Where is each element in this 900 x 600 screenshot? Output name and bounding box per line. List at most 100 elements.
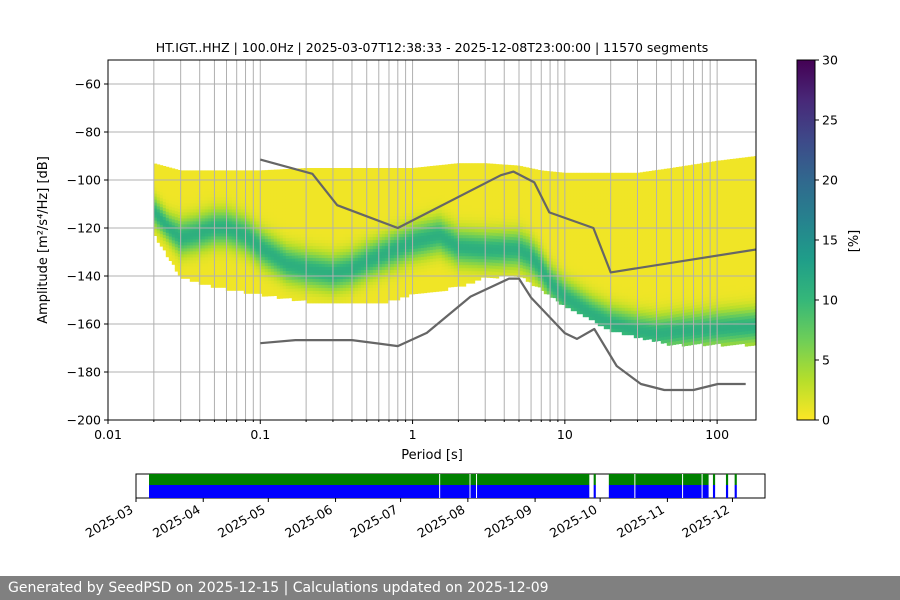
heatmap-cell xyxy=(387,285,392,289)
heatmap-cell xyxy=(441,260,446,265)
heatmap-cell xyxy=(432,225,437,230)
heatmap-cell xyxy=(384,267,389,271)
heatmap-cell xyxy=(309,195,314,199)
heatmap-cell xyxy=(417,176,422,180)
heatmap-cell xyxy=(159,165,164,169)
heatmap-cell xyxy=(267,262,272,267)
heatmap-cell xyxy=(186,245,191,249)
heatmap-cell xyxy=(198,248,203,252)
heatmap-cell xyxy=(207,203,212,207)
heatmap-cell xyxy=(222,194,227,198)
heatmap-cell xyxy=(300,177,305,181)
heatmap-cell xyxy=(252,281,257,285)
heatmap-cell xyxy=(270,229,275,234)
heatmap-cell xyxy=(468,172,473,176)
heatmap-cell xyxy=(369,228,374,232)
heatmap-cell xyxy=(327,204,332,208)
heatmap-cell xyxy=(288,174,293,179)
heatmap-cell xyxy=(510,249,515,253)
heatmap-cell xyxy=(420,212,425,216)
heatmap-cell xyxy=(384,225,389,229)
heatmap-cell xyxy=(201,248,206,252)
heatmap-cell xyxy=(369,246,374,250)
heatmap-cell xyxy=(447,236,452,240)
heatmap-cell xyxy=(303,207,308,211)
heatmap-cell xyxy=(207,245,212,249)
heatmap-cell xyxy=(459,202,464,206)
heatmap-cell xyxy=(348,258,353,262)
heatmap-cell xyxy=(276,253,281,257)
heatmap-cell xyxy=(297,210,302,214)
heatmap-cell xyxy=(249,281,254,285)
heatmap-cell xyxy=(333,294,338,298)
heatmap-cell xyxy=(423,244,428,249)
heatmap-cell xyxy=(246,239,251,243)
heatmap-cell xyxy=(342,186,347,190)
heatmap-cell xyxy=(471,199,476,203)
heatmap-cell xyxy=(480,241,485,245)
heatmap-cell xyxy=(390,285,395,289)
heatmap-cell xyxy=(480,220,485,224)
heatmap-cell xyxy=(282,253,287,257)
heatmap-cell xyxy=(348,219,353,223)
heatmap-cell xyxy=(354,291,359,295)
heatmap-cell xyxy=(213,263,218,267)
heatmap-cell xyxy=(204,242,209,246)
heatmap-cell xyxy=(285,253,290,257)
heatmap-cell xyxy=(504,260,509,265)
heatmap-cell xyxy=(453,235,458,239)
heatmap-cell xyxy=(471,184,476,188)
heatmap-cell xyxy=(210,206,215,210)
heatmap-cell xyxy=(300,240,305,244)
heatmap-cell xyxy=(294,213,299,217)
heatmap-cell xyxy=(240,245,245,249)
heatmap-cell xyxy=(447,188,452,192)
heatmap-cell xyxy=(339,180,344,184)
heatmap-cell xyxy=(354,216,359,220)
heatmap-cell xyxy=(492,223,497,228)
heatmap-cell xyxy=(492,181,497,186)
heatmap-cell xyxy=(198,188,203,192)
heatmap-cell xyxy=(255,209,260,213)
heatmap-cell xyxy=(375,177,380,181)
heatmap-cell xyxy=(231,248,236,252)
heatmap-cell xyxy=(405,177,410,181)
heatmap-cell xyxy=(297,285,302,289)
heatmap-cell xyxy=(252,254,257,258)
heatmap-cell xyxy=(261,200,266,204)
heatmap-cell xyxy=(519,181,524,185)
heatmap-cell xyxy=(366,297,371,301)
heatmap-cell xyxy=(219,224,224,228)
heatmap-cell xyxy=(288,228,293,233)
heatmap-cell xyxy=(288,192,293,197)
heatmap-cell xyxy=(432,216,437,221)
heatmap-cell xyxy=(426,265,431,269)
heatmap-cell xyxy=(186,212,191,216)
heatmap-cell xyxy=(264,221,269,225)
heatmap-cell xyxy=(459,235,464,239)
heatmap-cell xyxy=(174,265,179,269)
heatmap-cell xyxy=(306,261,311,265)
heatmap-cell xyxy=(186,260,191,264)
heatmap-cell xyxy=(459,208,464,212)
heatmap-cell xyxy=(396,180,401,184)
heatmap-cell xyxy=(159,192,164,196)
heatmap-cell xyxy=(498,263,503,267)
heatmap-cell xyxy=(297,195,302,199)
heatmap-cell xyxy=(201,197,206,201)
heatmap-cell xyxy=(201,203,206,207)
heatmap-cell xyxy=(267,169,272,174)
heatmap-cell xyxy=(495,242,500,246)
heatmap-cell xyxy=(486,175,491,179)
heatmap-cell xyxy=(414,170,419,174)
heatmap-cell xyxy=(282,250,287,254)
heatmap-cell xyxy=(249,278,254,282)
heatmap-cell xyxy=(507,263,512,268)
heatmap-cell xyxy=(513,240,518,244)
heatmap-cell xyxy=(324,252,329,256)
heatmap-cell xyxy=(168,227,173,231)
heatmap-cell xyxy=(441,281,446,286)
heatmap-cell xyxy=(186,191,191,195)
heatmap-cell xyxy=(171,207,176,211)
heatmap-cell xyxy=(435,261,440,265)
